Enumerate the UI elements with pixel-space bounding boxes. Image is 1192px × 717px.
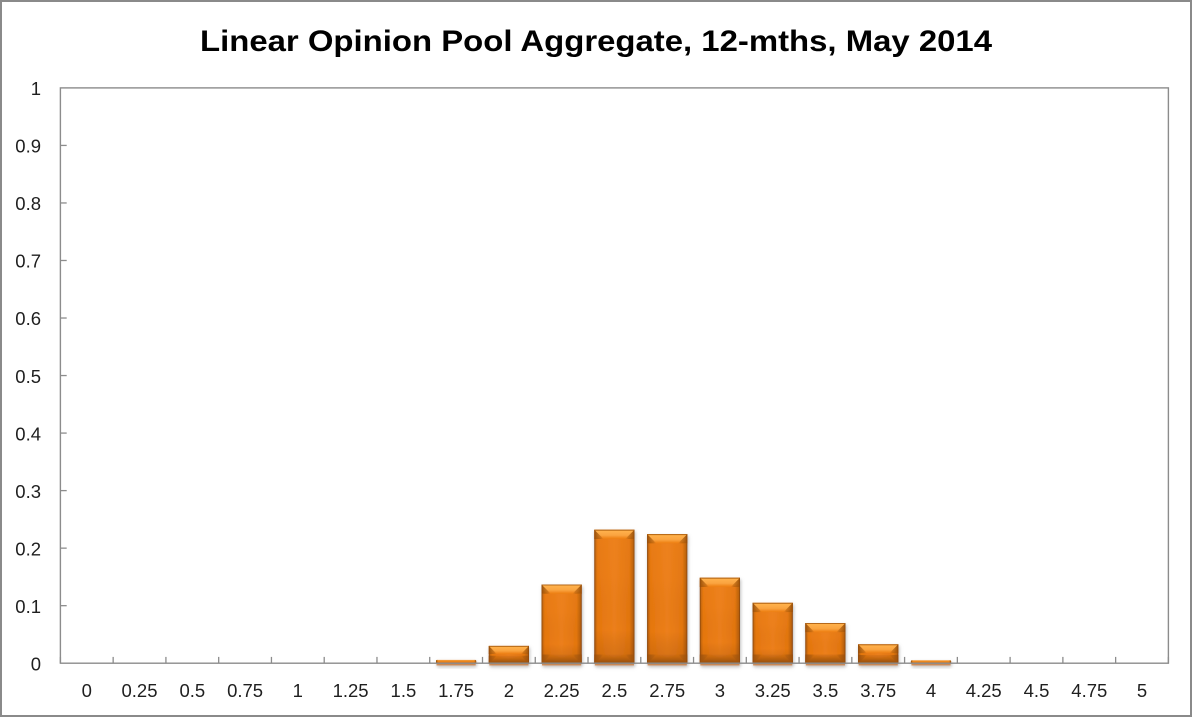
svg-text:0.6: 0.6 <box>15 308 41 329</box>
svg-text:1.5: 1.5 <box>391 680 417 701</box>
svg-text:2: 2 <box>504 680 514 701</box>
svg-text:1.25: 1.25 <box>333 680 369 701</box>
svg-text:1: 1 <box>293 680 303 701</box>
svg-text:0.5: 0.5 <box>15 366 41 387</box>
svg-text:0: 0 <box>31 653 41 674</box>
svg-text:4.75: 4.75 <box>1071 680 1107 701</box>
svg-text:2.75: 2.75 <box>649 680 685 701</box>
svg-text:4: 4 <box>926 680 936 701</box>
svg-text:2.5: 2.5 <box>602 680 628 701</box>
svg-text:0.4: 0.4 <box>15 423 41 444</box>
svg-text:0.25: 0.25 <box>121 680 157 701</box>
svg-text:Linear Opinion Pool Aggregate,: Linear Opinion Pool Aggregate, 12-mths, … <box>200 25 992 58</box>
svg-text:1: 1 <box>31 78 41 99</box>
svg-text:0.75: 0.75 <box>227 680 263 701</box>
svg-text:0.5: 0.5 <box>179 680 205 701</box>
svg-text:3.5: 3.5 <box>813 680 839 701</box>
svg-text:1.75: 1.75 <box>438 680 474 701</box>
svg-text:0.2: 0.2 <box>15 538 41 559</box>
svg-text:3: 3 <box>715 680 725 701</box>
svg-text:3.25: 3.25 <box>755 680 791 701</box>
svg-text:0.3: 0.3 <box>15 481 41 502</box>
svg-text:4.5: 4.5 <box>1024 680 1050 701</box>
svg-text:0.8: 0.8 <box>15 193 41 214</box>
svg-text:2.25: 2.25 <box>544 680 580 701</box>
svg-text:0.7: 0.7 <box>15 251 41 272</box>
svg-text:5: 5 <box>1137 680 1147 701</box>
svg-text:3.75: 3.75 <box>860 680 896 701</box>
svg-text:0.9: 0.9 <box>15 136 41 157</box>
svg-text:0: 0 <box>82 680 92 701</box>
svg-text:0.1: 0.1 <box>15 596 41 617</box>
svg-text:4.25: 4.25 <box>966 680 1002 701</box>
